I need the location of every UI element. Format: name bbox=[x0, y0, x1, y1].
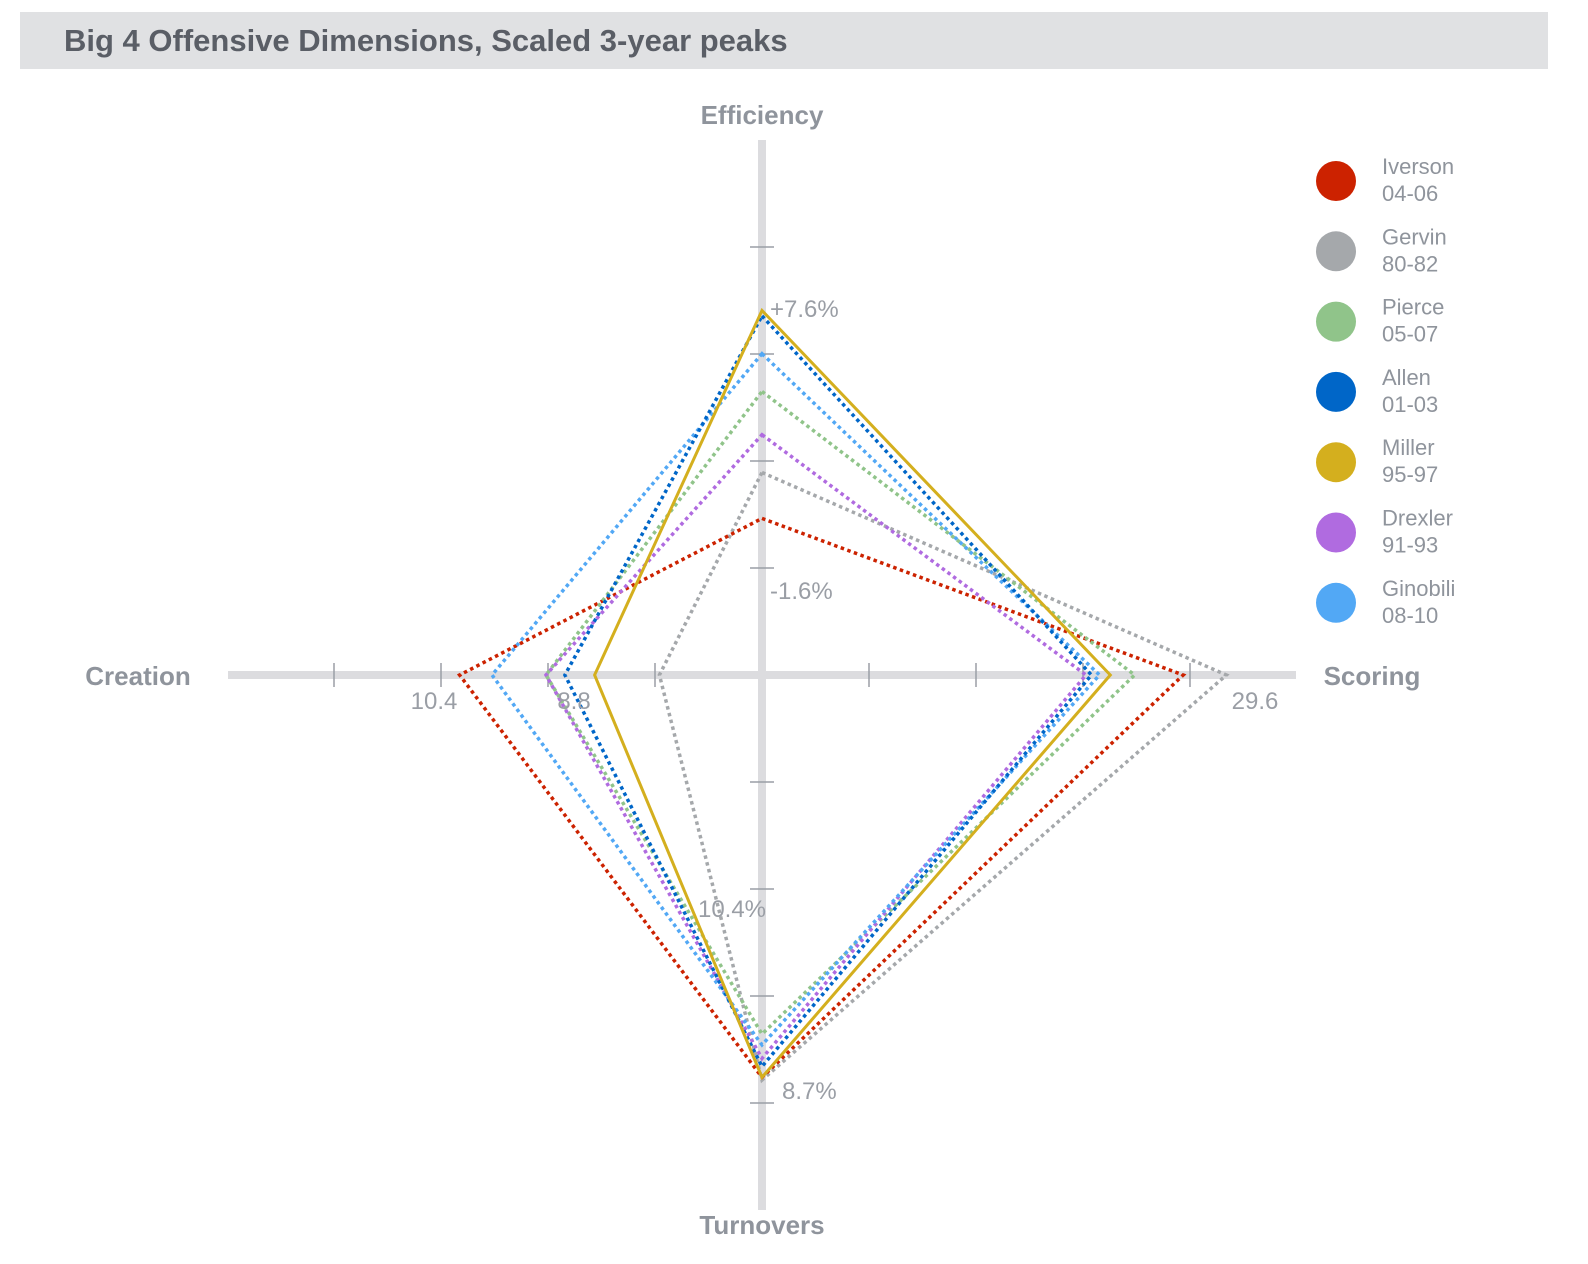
title-bar: Big 4 Offensive Dimensions, Scaled 3-yea… bbox=[20, 12, 1548, 69]
legend-label-pierce: Pierce bbox=[1382, 295, 1444, 320]
legend-marker-allen bbox=[1316, 371, 1356, 412]
legend-label-gervin: Gervin bbox=[1382, 224, 1447, 249]
axis-title-scoring: Scoring bbox=[1324, 661, 1421, 691]
tick-label-turnovers-outer: 8.7% bbox=[782, 1078, 837, 1105]
axis-title-creation: Creation bbox=[85, 661, 190, 691]
series-miller bbox=[592, 307, 1113, 1081]
legend-marker-miller bbox=[1316, 442, 1356, 483]
legend-label-drexler: Drexler bbox=[1382, 506, 1453, 531]
series-allen bbox=[562, 312, 1094, 1070]
legend-years-allen: 01-03 bbox=[1382, 392, 1438, 417]
legend-years-ginobili: 08-10 bbox=[1382, 603, 1438, 628]
legend-years-iverson: 04-06 bbox=[1382, 181, 1438, 206]
tick-label-turnovers-inner: 10.4% bbox=[698, 896, 766, 923]
legend: Iverson04-06Gervin80-82Pierce05-07Allen0… bbox=[1316, 154, 1455, 628]
series-gervin bbox=[657, 470, 1230, 1084]
legend-years-gervin: 80-82 bbox=[1382, 251, 1438, 276]
tick-label-efficiency-inner: -1.6% bbox=[770, 578, 833, 605]
tick-label-scoring: 29.6 bbox=[1232, 688, 1279, 715]
tick-label-creation-outer: 10.4 bbox=[411, 688, 458, 715]
legend-marker-gervin bbox=[1316, 231, 1356, 272]
legend-label-allen: Allen bbox=[1382, 365, 1431, 390]
legend-years-pierce: 05-07 bbox=[1382, 322, 1438, 347]
labels-layer: Efficiency Scoring Turnovers Creation +7.6% -… bbox=[85, 100, 1420, 1240]
tick-label-creation-inner: 8.8 bbox=[557, 688, 590, 715]
legend-label-miller: Miller bbox=[1382, 435, 1435, 460]
axes-layer bbox=[228, 140, 1296, 1210]
legend-years-miller: 95-97 bbox=[1382, 462, 1438, 487]
legend-label-ginobili: Ginobili bbox=[1382, 576, 1455, 601]
legend-marker-pierce bbox=[1316, 301, 1356, 342]
legend-marker-iverson bbox=[1316, 161, 1356, 201]
legend-label-iverson: Iverson bbox=[1382, 154, 1454, 179]
legend-marker-drexler bbox=[1316, 512, 1356, 553]
tick-label-efficiency-outer: +7.6% bbox=[770, 296, 839, 323]
axis-title-turnovers: Turnovers bbox=[699, 1210, 824, 1240]
chart-title: Big 4 Offensive Dimensions, Scaled 3-yea… bbox=[64, 23, 788, 58]
legend-marker-ginobili bbox=[1316, 582, 1356, 623]
series-ginobili bbox=[489, 351, 1102, 1048]
series-drexler bbox=[543, 432, 1089, 1062]
series-layer bbox=[456, 307, 1230, 1084]
series-pierce bbox=[543, 389, 1138, 1037]
axis-title-efficiency: Efficiency bbox=[701, 100, 824, 130]
legend-years-drexler: 91-93 bbox=[1382, 533, 1438, 558]
